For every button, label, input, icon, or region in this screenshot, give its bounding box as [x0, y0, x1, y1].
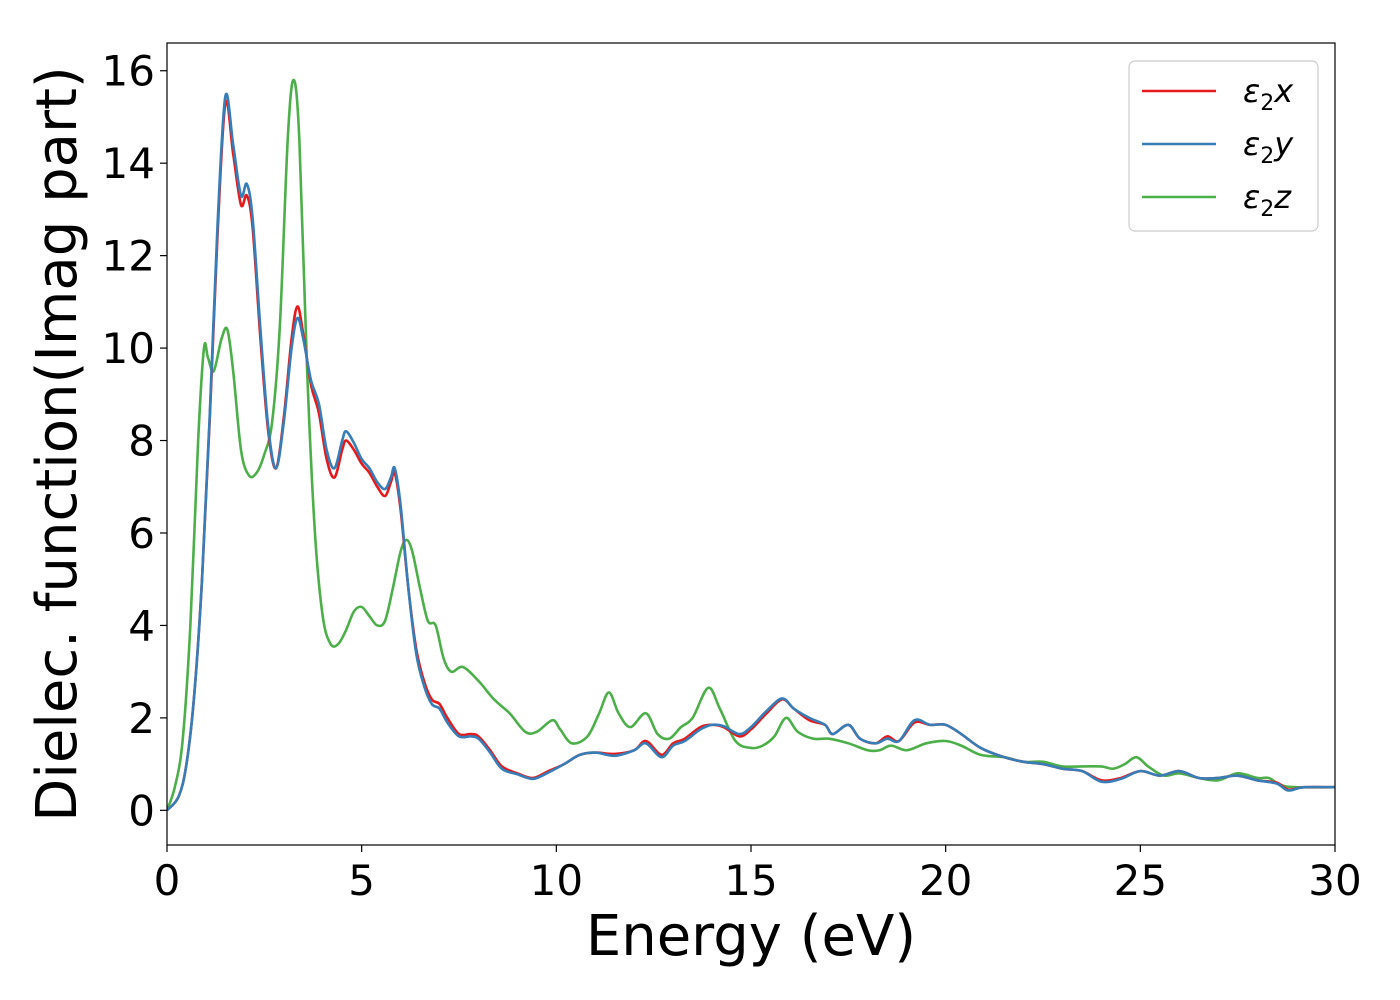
- legend-label-subscript: 2: [1260, 144, 1274, 169]
- y-tick-label: 2: [128, 694, 155, 743]
- y-axis: 0 2 4 6 8 10 12 14 16: [102, 47, 167, 835]
- y-axis-title: Dielec. function(Imag part): [25, 66, 90, 822]
- x-tick-label: 5: [348, 856, 375, 905]
- y-tick-label: 10: [102, 324, 155, 373]
- x-axis-title: Energy (eV): [586, 904, 916, 969]
- y-tick-label: 8: [128, 417, 155, 466]
- legend-label-subscript: 2: [1260, 91, 1274, 116]
- y-tick-label: 12: [102, 232, 155, 281]
- legend-label-tail: x: [1273, 72, 1294, 110]
- series-line-y: [167, 92, 1335, 812]
- legend-label-x: ε2x: [1243, 72, 1294, 116]
- x-tick-label: 15: [724, 856, 777, 905]
- legend-box: [1128, 60, 1319, 232]
- series-layer: [167, 78, 1335, 812]
- legend-label-base: ε: [1243, 125, 1260, 163]
- y-tick-label: 0: [128, 786, 155, 835]
- x-tick-label: 25: [1114, 856, 1167, 905]
- series-line-z: [167, 78, 1335, 811]
- y-tick-label: 4: [128, 601, 155, 650]
- legend-label-z: ε2z: [1243, 178, 1292, 222]
- legend-label-subscript: 2: [1260, 197, 1274, 222]
- legend-label-base: ε: [1243, 72, 1260, 110]
- x-tick-label: 10: [530, 856, 583, 905]
- y-tick-label: 14: [102, 139, 155, 188]
- y-tick-label: 6: [128, 509, 155, 558]
- legend-label-y: ε2y: [1243, 125, 1294, 169]
- legend-label-base: ε: [1243, 178, 1260, 216]
- y-tick-label: 16: [102, 47, 155, 96]
- x-tick-label: 30: [1308, 856, 1361, 905]
- legend-label-tail: y: [1273, 125, 1294, 163]
- x-tick-label: 20: [919, 856, 972, 905]
- x-tick-label: 0: [154, 856, 181, 905]
- x-axis: 0 5 10 15 20 25 30: [154, 845, 1362, 905]
- legend-label-tail: z: [1273, 178, 1292, 216]
